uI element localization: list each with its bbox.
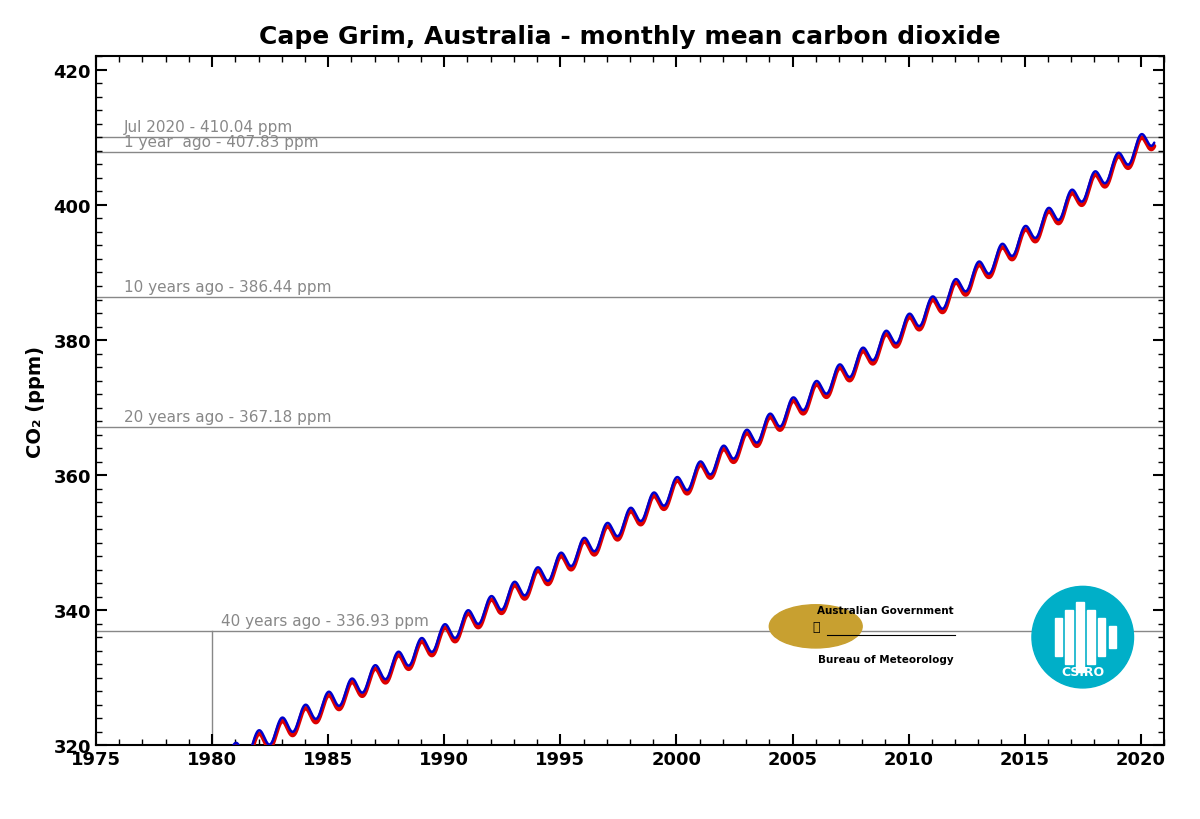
Text: Jul 2020 - 410.04 ppm: Jul 2020 - 410.04 ppm <box>124 120 293 135</box>
Text: 10 years ago - 386.44 ppm: 10 years ago - 386.44 ppm <box>124 279 331 295</box>
Title: Cape Grim, Australia - monthly mean carbon dioxide: Cape Grim, Australia - monthly mean carb… <box>259 25 1001 48</box>
Text: 20 years ago - 367.18 ppm: 20 years ago - 367.18 ppm <box>124 410 331 424</box>
Text: 1 year  ago - 407.83 ppm: 1 year ago - 407.83 ppm <box>124 135 318 150</box>
Text: 40 years ago - 336.93 ppm: 40 years ago - 336.93 ppm <box>221 613 430 628</box>
Y-axis label: CO₂ (ppm): CO₂ (ppm) <box>26 346 46 457</box>
